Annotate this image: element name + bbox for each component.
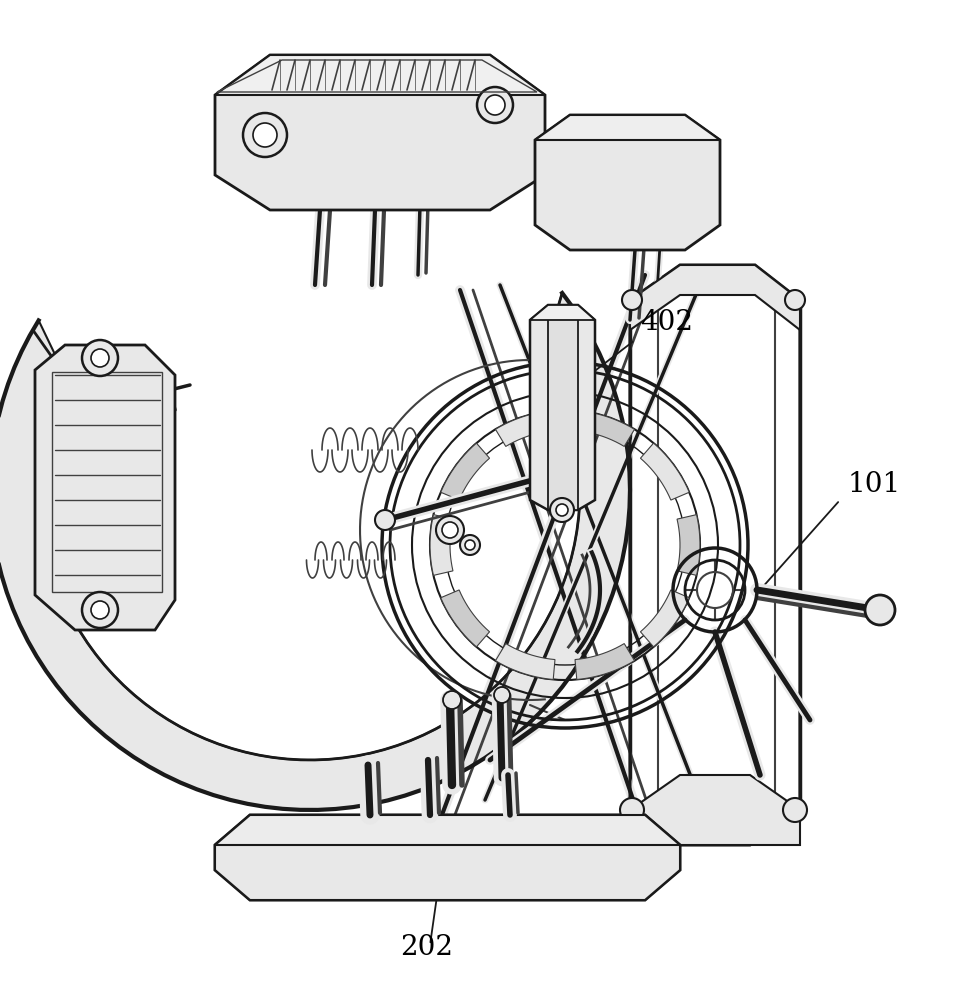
Polygon shape bbox=[630, 265, 800, 330]
Polygon shape bbox=[430, 515, 453, 575]
Polygon shape bbox=[496, 411, 555, 446]
Polygon shape bbox=[441, 443, 489, 500]
Circle shape bbox=[436, 516, 464, 544]
Circle shape bbox=[375, 510, 395, 530]
Polygon shape bbox=[35, 345, 175, 630]
Circle shape bbox=[556, 504, 568, 516]
Polygon shape bbox=[0, 293, 630, 810]
Polygon shape bbox=[575, 644, 635, 679]
Circle shape bbox=[485, 95, 505, 115]
Polygon shape bbox=[641, 443, 690, 500]
Text: 101: 101 bbox=[848, 471, 901, 498]
Circle shape bbox=[622, 290, 642, 310]
Polygon shape bbox=[630, 775, 800, 845]
Polygon shape bbox=[535, 115, 720, 140]
Polygon shape bbox=[215, 815, 680, 845]
Circle shape bbox=[243, 113, 287, 157]
Polygon shape bbox=[530, 305, 595, 320]
Text: 202: 202 bbox=[400, 934, 453, 961]
Circle shape bbox=[494, 687, 510, 703]
Polygon shape bbox=[677, 515, 700, 575]
Circle shape bbox=[620, 798, 644, 822]
Circle shape bbox=[442, 522, 458, 538]
Circle shape bbox=[460, 535, 480, 555]
Polygon shape bbox=[215, 815, 680, 900]
Circle shape bbox=[91, 349, 109, 367]
Circle shape bbox=[253, 123, 277, 147]
Circle shape bbox=[550, 498, 574, 522]
Polygon shape bbox=[215, 55, 545, 210]
Circle shape bbox=[82, 592, 118, 628]
Circle shape bbox=[477, 87, 513, 123]
Polygon shape bbox=[441, 590, 489, 647]
Polygon shape bbox=[496, 644, 555, 679]
Polygon shape bbox=[215, 815, 680, 900]
Circle shape bbox=[443, 691, 461, 709]
Circle shape bbox=[91, 601, 109, 619]
Circle shape bbox=[465, 540, 475, 550]
Polygon shape bbox=[641, 590, 690, 647]
Polygon shape bbox=[548, 305, 578, 510]
Circle shape bbox=[865, 595, 895, 625]
Polygon shape bbox=[530, 305, 595, 510]
Circle shape bbox=[783, 798, 807, 822]
Polygon shape bbox=[215, 55, 545, 95]
Polygon shape bbox=[535, 115, 720, 250]
Circle shape bbox=[82, 340, 118, 376]
Circle shape bbox=[560, 460, 580, 480]
Polygon shape bbox=[575, 411, 635, 446]
Circle shape bbox=[785, 290, 805, 310]
Text: 402: 402 bbox=[640, 309, 693, 336]
